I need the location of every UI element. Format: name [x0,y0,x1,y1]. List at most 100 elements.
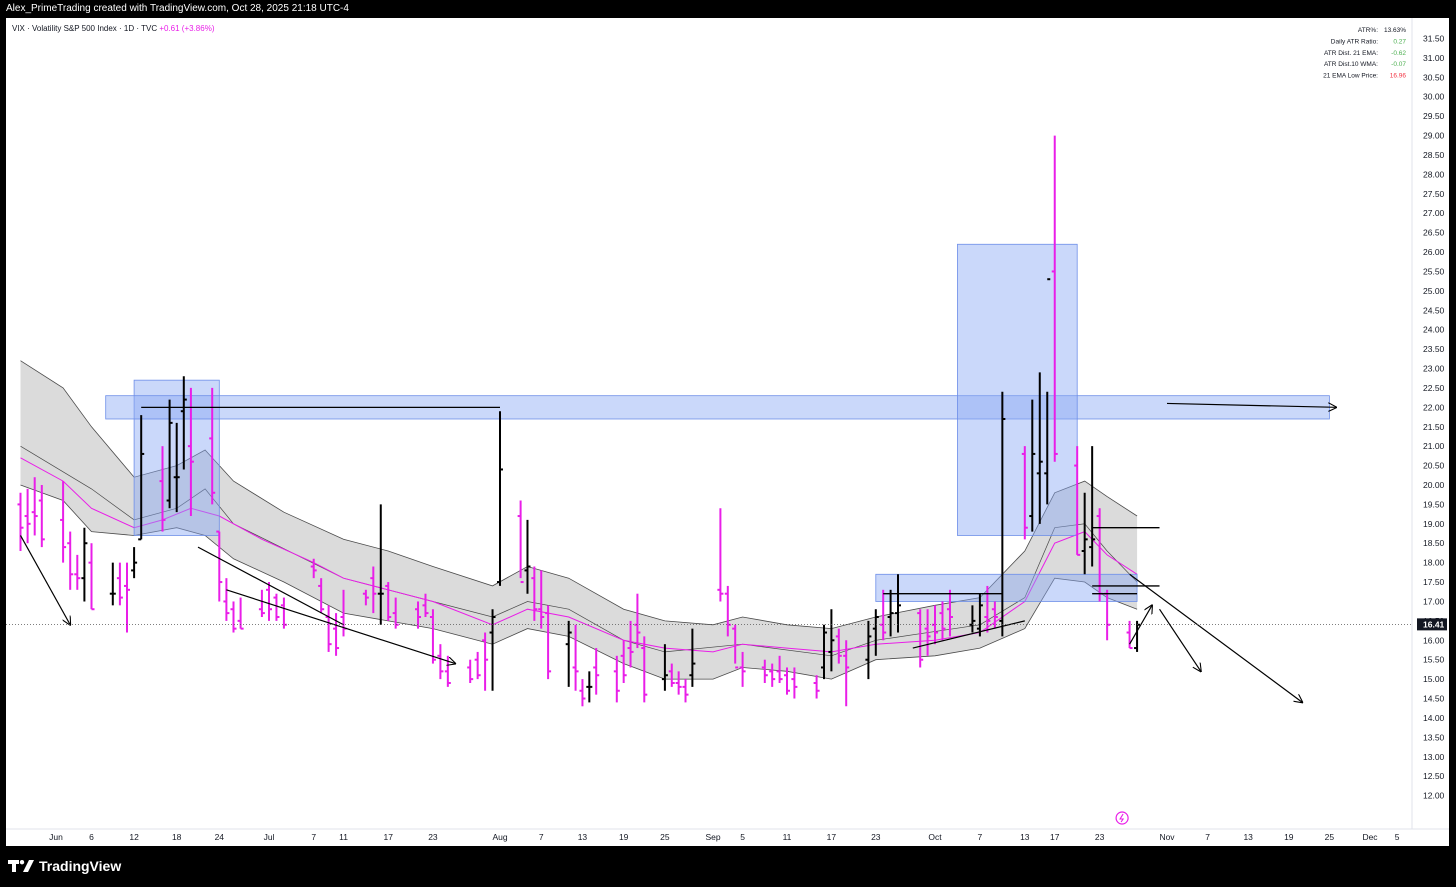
header-bar: Alex_PrimeTrading created with TradingVi… [0,0,1456,18]
price-axis-tick-label: 21.00 [1423,441,1445,451]
ohlc-bar-102 [1051,135,1058,462]
ohlc-bar-5 [60,481,67,563]
time-axis-tick-label: 17 [827,832,837,842]
ohlc-bar-97 [999,391,1006,637]
time-axis-tick-label: 17 [383,832,393,842]
ohlc-bar-99 [1029,399,1036,532]
ohlc-bar-27 [273,593,280,621]
time-axis-tick-label: Dec [1362,832,1378,842]
ohlc-bar-104 [1081,492,1088,575]
ohlc-bar-14 [138,415,145,541]
ohlc-bar-26 [266,582,272,621]
ohlc-bar-16 [166,399,173,509]
drawn-trend-arrow-7 [1129,573,1303,702]
ohlc-bar-80 [828,609,835,672]
time-axis-tick-label: Aug [492,832,507,842]
price-axis-tick-label: 22.00 [1423,402,1445,412]
info-table-value: 16.96 [1390,73,1407,80]
price-axis-tick-label: 25.50 [1423,266,1445,276]
drawn-trend-arrow-6 [1159,608,1201,671]
ohlc-bar-29 [310,558,317,579]
price-axis-tick-label: 26.00 [1423,247,1445,257]
ohlc-bar-25 [258,589,265,617]
ohlc-bar-72 [739,651,746,687]
time-axis-tick-label: 7 [311,832,316,842]
ohlc-bar-50 [524,519,531,594]
price-axis-tick-label: 23.50 [1423,344,1445,354]
ohlc-bar-47 [489,609,496,691]
ohlc-bar-40 [422,593,429,617]
ohlc-bar-19 [187,387,194,517]
ohlc-bar-30 [318,578,325,614]
ohlc-bar-41 [429,609,436,664]
time-axis-tick-label: 25 [660,832,670,842]
ohlc-bar-44 [467,659,474,683]
price-axis-tick-label: 26.50 [1423,228,1445,238]
price-axis-tick-label: 19.00 [1423,519,1445,529]
ohlc-bar-94 [976,593,983,637]
ohlc-bar-74 [769,663,776,687]
ohlc-bar-2 [24,488,31,544]
ohlc-bar-8 [81,527,88,602]
price-axis-tick-label: 24.50 [1423,305,1445,315]
ohlc-bar-89 [924,609,931,656]
ohlc-bar-22 [223,578,230,621]
ohlc-bar-84 [872,609,879,656]
ohlc-bar-77 [791,667,798,699]
drawn-trend-arrow-8 [1166,403,1336,407]
ohlc-bar-9 [88,543,95,611]
price-axis-tick-label: 15.50 [1423,655,1445,665]
ohlc-bar-21 [216,530,223,602]
ohlc-bar-17 [173,422,180,513]
symbol-legend-change: +0.61 (+3.86%) [159,24,214,33]
ohlc-bar-78 [813,675,820,699]
price-axis-tick-label: 31.00 [1423,53,1445,63]
price-axis-tick-label: 29.00 [1423,131,1445,141]
ohlc-bar-57 [586,671,593,703]
ohlc-bar-54 [565,620,572,687]
price-axis-tick-label: 20.50 [1423,461,1445,471]
ohlc-bar-42 [437,644,444,680]
event-marker-icon [1115,811,1129,825]
info-table-label: ATR%: [1358,27,1378,34]
price-axis-tick-label: 17.00 [1423,596,1445,606]
time-axis-tick-label: Jun [49,832,63,842]
time-axis-tick-label: 17 [1050,832,1060,842]
last-price-label: 16.41 [1423,619,1445,629]
price-axis-tick-label: 13.50 [1423,732,1445,742]
ohlc-bar-12 [124,562,130,633]
time-axis-tick-label: 23 [428,832,438,842]
ohlc-bar-69 [717,508,724,602]
time-axis-tick-label: 19 [1284,832,1294,842]
ohlc-bar-13 [131,547,138,579]
ohlc-bar-4 [38,484,45,548]
info-table-label: 21 EMA Low Price: [1323,73,1378,80]
ohlc-bar-86 [887,589,894,637]
ohlc-bar-71 [732,624,739,669]
ohlc-bar-67 [682,679,689,703]
time-axis-tick-label: 23 [1095,832,1105,842]
price-axis-tick-label: 14.00 [1423,713,1445,723]
ohlc-bar-88 [917,609,924,668]
ohlc-bar-11 [116,562,123,606]
price-axis-tick-label: 16.00 [1423,635,1445,645]
price-axis-tick-label: 18.00 [1423,558,1445,568]
price-axis-tick-label: 22.50 [1423,383,1445,393]
price-axis-tick-label: 28.00 [1423,169,1445,179]
ohlc-bar-91 [939,601,946,641]
ohlc-bar-73 [761,659,768,683]
price-axis-tick-label: 27.00 [1423,208,1445,218]
time-axis-tick-label: Sep [705,832,720,842]
ohlc-bar-52 [538,570,545,629]
price-axis-tick-label: 30.00 [1423,92,1445,102]
ohlc-bar-61 [627,620,634,668]
tradingview-logo[interactable]: TradingView [8,858,121,874]
last-price-label-background [1417,618,1447,631]
chart-area[interactable]: 12.00 12.50 13.00 13.50 14.00 14.50 15.00 15.50… [6,18,1449,846]
ohlc-bar-87 [895,574,901,633]
ohlc-bar-55 [572,624,579,691]
ohlc-bar-100 [1036,372,1043,524]
price-axis-tick-label: 17.50 [1423,577,1445,587]
footer-bar: TradingView [0,846,1456,887]
price-chart[interactable]: 12.00 12.50 13.00 13.50 14.00 14.50 15.00 15.50… [6,18,1449,846]
